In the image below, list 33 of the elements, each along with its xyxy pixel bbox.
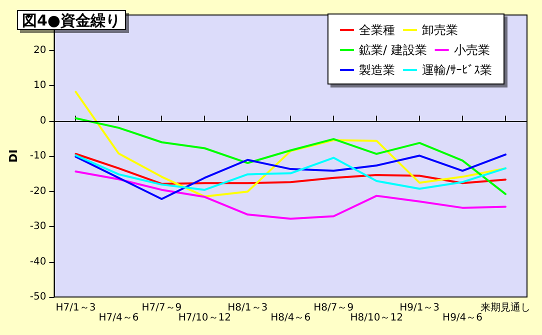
line-series (74, 154, 507, 191)
y-tick-label: -10 (30, 150, 46, 162)
y-tick-label: -50 (30, 292, 46, 302)
x-tick-label: H8/7～9 (314, 302, 354, 314)
line-series (74, 152, 507, 185)
x-tick-label: H9/1～3 (400, 302, 440, 314)
legend-label: 製造業 (358, 63, 395, 77)
x-tick-label: H8/4～6 (270, 312, 311, 324)
line-series (74, 170, 507, 220)
y-tick-label: 10 (34, 80, 46, 91)
legend-label: 小売業 (454, 43, 490, 57)
y-tick-label: 0 (40, 115, 46, 126)
x-tick-label: H7/4～6 (98, 312, 139, 324)
x-tick-label: H8/1～3 (228, 302, 268, 314)
y-tick-label: -30 (30, 221, 46, 232)
legend-label: 運輸/ｻｰﾋﾞｽ業 (422, 63, 492, 77)
x-tick-label: H7/10～12 (178, 312, 232, 324)
y-tick-label: -40 (30, 256, 46, 268)
x-tick-label: 来期見通し (480, 302, 531, 314)
x-tick-label: H8/10～12 (350, 312, 403, 324)
legend-label: 鉱業/ 建設業 (358, 43, 427, 57)
legend-label: 卸売業 (422, 23, 458, 37)
line-series (74, 117, 507, 196)
legend-label: 全業種 (358, 23, 395, 37)
y-tick-label: -20 (30, 186, 46, 197)
y-tick-label: 20 (34, 44, 46, 56)
chart-title: 図4●資金繰り (22, 12, 121, 30)
x-tick-label: H7/1～3 (56, 302, 96, 314)
x-tick-label: H9/4～6 (442, 312, 483, 324)
line-series (74, 154, 507, 200)
x-tick-label: H7/7～9 (142, 302, 182, 314)
line-series (74, 90, 507, 198)
y-axis-title: DI (7, 149, 20, 163)
